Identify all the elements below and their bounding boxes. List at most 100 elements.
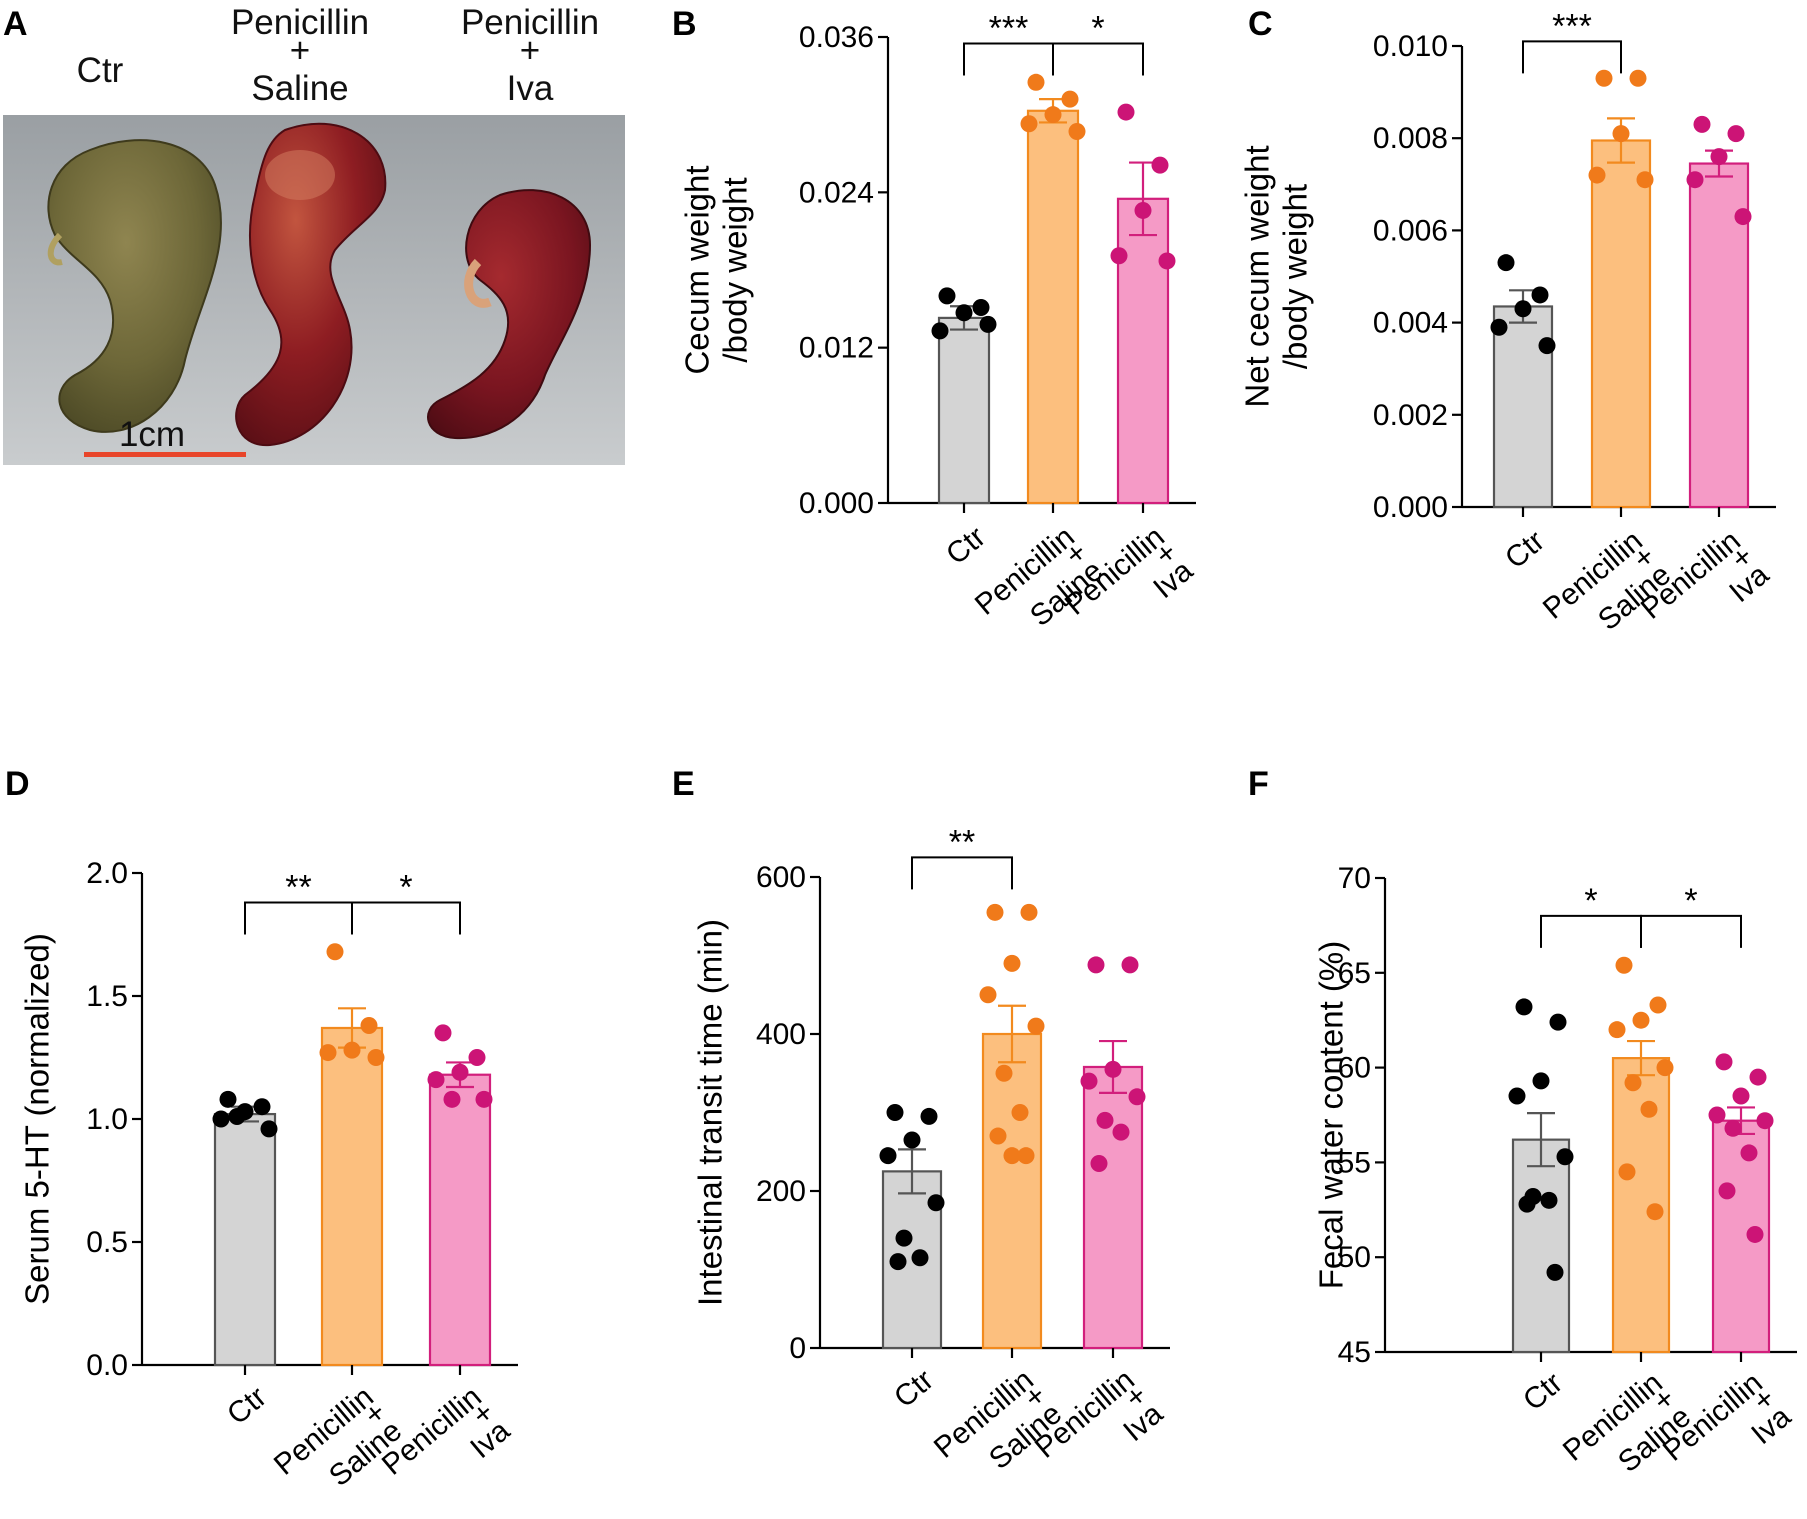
y-axis-label-f: Fecal water content (%): [1313, 941, 1350, 1289]
category-label-line-e: Iva: [1117, 1397, 1169, 1448]
data-point-d-iva: [443, 1090, 461, 1108]
y-axis-label-b: /body weight: [717, 177, 754, 362]
y-tick-label-f: 55: [1338, 1146, 1371, 1179]
bar-f-ctr: [1511, 1138, 1571, 1354]
cecum-ctr: [47, 139, 223, 433]
y-tick-label-b: 0.012: [799, 332, 874, 365]
data-point-f-iva: [1746, 1225, 1764, 1243]
category-label-line-e: Ctr: [888, 1363, 940, 1414]
data-point-b-sal: [1020, 115, 1038, 133]
data-point-e-sal: [989, 1127, 1007, 1145]
panel-letter-f: F: [1248, 765, 1269, 803]
data-point-d-ctr: [228, 1108, 246, 1126]
data-point-e-ctr: [911, 1249, 929, 1267]
data-point-e-iva: [1087, 956, 1105, 974]
y-tick-label-c: 0.000: [1373, 491, 1448, 524]
data-point-d-sal: [319, 1044, 337, 1062]
chart-panel-d: D 0.0 0.5 1.0 1.5 2.0 Serum 5-HT (normalized) C…: [5, 765, 518, 1493]
data-point-c-ctr: [1531, 286, 1549, 304]
data-point-f-iva: [1718, 1182, 1736, 1200]
data-point-e-sal: [1017, 1147, 1035, 1165]
data-point-b-iva: [1117, 103, 1135, 121]
data-point-e-sal: [995, 1064, 1013, 1082]
photo-label-saline-line3: Saline: [251, 69, 348, 108]
data-point-f-sal: [1656, 1059, 1674, 1077]
data-point-c-ctr: [1497, 254, 1515, 272]
photo-label-ctr: Ctr: [77, 51, 124, 90]
y-tick-label-b: 0.000: [799, 487, 874, 520]
data-point-d-iva: [434, 1024, 452, 1042]
data-point-f-ctr: [1556, 1148, 1574, 1166]
significance-label-b: ***: [989, 9, 1029, 47]
data-point-d-sal: [326, 943, 344, 961]
data-point-c-sal: [1588, 166, 1606, 184]
data-point-e-iva: [1080, 1072, 1098, 1090]
significance-bracket-d: [244, 901, 353, 935]
y-axis-label-d: Serum 5-HT (normalized): [19, 933, 56, 1305]
category-label-d-iva: Penicillin+Iva: [376, 1380, 516, 1481]
category-label-line-d: Iva: [464, 1414, 516, 1465]
bar-d-iva: [428, 1073, 492, 1367]
data-point-d-iva: [475, 1090, 493, 1108]
data-point-e-sal: [986, 903, 1004, 921]
data-point-c-sal: [1636, 171, 1654, 189]
y-tick-label-f: 60: [1338, 1052, 1371, 1085]
category-label-f-ctr: Ctr: [1517, 1366, 1569, 1417]
category-label-line-f: Ctr: [1517, 1366, 1569, 1417]
data-point-f-sal: [1615, 956, 1633, 974]
y-axis-label-c: Net cecum weight: [1239, 145, 1276, 407]
data-point-f-iva: [1740, 1144, 1758, 1162]
significance-label-c: ***: [1552, 7, 1592, 45]
data-point-b-iva: [1151, 156, 1169, 174]
y-tick-label-c: 0.002: [1373, 399, 1448, 432]
data-point-c-ctr: [1514, 300, 1532, 318]
data-point-b-iva: [1110, 247, 1128, 265]
chart-panel-f: F 45 50 55 60 65 70 Fecal water content (%) Ctr P…: [1248, 765, 1797, 1479]
y-tick-label-f: 45: [1338, 1336, 1371, 1369]
significance-label-b: *: [1091, 9, 1104, 47]
chart-panel-e: E 0 200 400 600 Intestinal transit time (min)…: [672, 765, 1170, 1476]
y-tick-label-e: 200: [756, 1175, 806, 1208]
data-point-f-ctr: [1540, 1191, 1558, 1209]
data-point-f-sal: [1640, 1100, 1658, 1118]
data-point-e-sal: [1003, 1147, 1021, 1165]
cecum-iva-tip: [464, 258, 492, 308]
category-label-b-ctr: Ctr: [940, 520, 992, 571]
category-label-f-iva: Penicillin+Iva: [1657, 1366, 1797, 1467]
data-point-b-sal: [1061, 90, 1079, 108]
category-label-b-iva: Penicillin+Iva: [1059, 520, 1199, 621]
data-point-f-ctr: [1508, 1087, 1526, 1105]
panel-letter-c: C: [1248, 5, 1273, 43]
category-label-line-b: Iva: [1147, 554, 1199, 605]
significance-label-f: *: [1684, 882, 1697, 920]
data-point-e-iva: [1128, 1088, 1146, 1106]
data-point-b-ctr: [972, 299, 990, 317]
data-point-e-sal: [1020, 903, 1038, 921]
y-tick-label-f: 65: [1338, 957, 1371, 990]
significance-bracket-f: [1540, 914, 1642, 948]
data-point-e-iva: [1096, 1111, 1114, 1129]
data-point-e-iva: [1121, 956, 1139, 974]
bar-d-ctr: [213, 1112, 277, 1367]
bar-c-ctr: [1492, 305, 1554, 509]
cecum-saline-highlight: [265, 150, 335, 200]
data-point-f-ctr: [1532, 1072, 1550, 1090]
data-point-c-ctr: [1538, 337, 1556, 355]
data-point-e-sal: [1011, 1104, 1029, 1121]
category-label-line-c: Ctr: [1499, 524, 1551, 575]
panel-letter-a: A: [3, 5, 28, 43]
chart-panel-b: B 0.000 0.012 0.024 0.036 Cecum weight/body w…: [672, 5, 1199, 633]
data-point-f-sal: [1608, 1021, 1626, 1039]
data-point-b-ctr: [938, 287, 956, 305]
significance-label-f: *: [1584, 882, 1597, 920]
photo-label-iva-line1: Penicillin: [461, 3, 599, 42]
y-axis-label-b: Cecum weight: [679, 165, 716, 374]
data-point-e-ctr: [886, 1104, 904, 1121]
data-point-f-ctr: [1546, 1263, 1564, 1281]
data-point-f-sal: [1649, 996, 1667, 1014]
y-axis-label-c: /body weight: [1277, 184, 1314, 369]
y-tick-label-c: 0.004: [1373, 307, 1448, 340]
bar-e-sal: [981, 1032, 1043, 1350]
data-point-e-ctr: [927, 1194, 945, 1212]
y-tick-label-f: 70: [1338, 862, 1371, 895]
